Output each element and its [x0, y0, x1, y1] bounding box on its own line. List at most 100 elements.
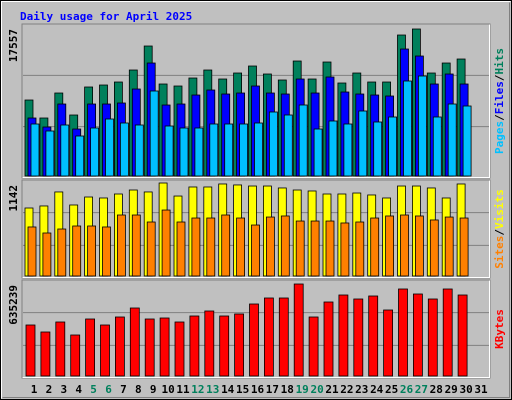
bar — [340, 222, 350, 277]
bar — [417, 75, 427, 177]
bar — [57, 228, 67, 277]
bar — [429, 219, 439, 277]
x-tick-label: 25 — [385, 383, 398, 396]
bar — [25, 324, 36, 377]
bar — [249, 303, 259, 377]
x-tick-label: 21 — [325, 383, 339, 396]
bar — [414, 215, 424, 277]
bar — [353, 298, 364, 377]
bar — [400, 214, 409, 277]
bar — [373, 121, 383, 177]
x-tick-label: 10 — [161, 383, 174, 396]
x-tick-label: 22 — [340, 383, 353, 396]
bar — [268, 111, 278, 177]
bar — [194, 127, 204, 177]
x-tick-label: 17 — [266, 383, 279, 396]
bar — [295, 220, 305, 277]
bar — [174, 321, 185, 377]
bar — [164, 125, 174, 177]
bar — [40, 331, 51, 377]
bar — [191, 217, 201, 277]
bar — [176, 221, 186, 277]
bar — [427, 298, 438, 377]
bar — [129, 307, 140, 377]
bar — [323, 301, 334, 377]
legend-entry: Visits — [493, 189, 506, 229]
bar — [432, 116, 442, 177]
bar — [42, 232, 52, 277]
bar — [189, 315, 200, 377]
x-tick-label: 9 — [150, 383, 157, 396]
bar — [75, 135, 85, 177]
bar — [85, 318, 95, 377]
x-tick-label: 4 — [75, 383, 82, 396]
x-tick-label: 13 — [206, 383, 219, 396]
x-tick-label: 3 — [60, 383, 67, 396]
bar — [370, 217, 380, 277]
panel-bevel — [22, 24, 490, 178]
x-tick-label: 5 — [90, 383, 97, 396]
bar — [388, 116, 398, 177]
bar — [383, 309, 394, 377]
bar — [358, 110, 368, 177]
bar — [161, 209, 171, 277]
x-tick-label: 23 — [355, 383, 368, 396]
bar — [72, 225, 82, 277]
bar — [280, 215, 290, 277]
x-tick-label: 24 — [370, 383, 384, 396]
legend: KBytes — [493, 309, 506, 349]
legend-entry: Sites — [493, 236, 506, 269]
bar — [313, 128, 323, 177]
x-tick-label: 26 — [400, 383, 414, 396]
x-tick-label: 12 — [191, 383, 204, 396]
x-tick-label: 11 — [176, 383, 190, 396]
x-tick-label: 28 — [430, 383, 443, 396]
bar — [117, 214, 126, 277]
y-tick-label: 1142 — [7, 185, 20, 212]
bar — [298, 104, 308, 177]
bar — [115, 316, 125, 377]
bar — [134, 124, 144, 177]
x-tick-label: 16 — [251, 383, 265, 396]
legend-entry: Pages — [493, 121, 506, 154]
legend-entry: Files — [493, 81, 506, 114]
x-tick-label: 15 — [236, 383, 249, 396]
bar — [30, 123, 40, 177]
x-tick-label: 31 — [474, 383, 488, 396]
x-tick-label: 29 — [445, 383, 458, 396]
x-tick-label: 8 — [135, 383, 142, 396]
legend-separator: / — [493, 114, 506, 121]
panel-bevel — [22, 180, 490, 278]
legend-entry: KBytes — [493, 309, 506, 349]
x-tick-label: 27 — [415, 383, 428, 396]
bar — [131, 214, 141, 277]
bar — [457, 294, 468, 377]
bar — [308, 316, 319, 377]
bar — [239, 123, 249, 177]
x-tick-label: 2 — [46, 383, 53, 396]
bar — [55, 321, 66, 377]
bar — [45, 130, 55, 177]
bar — [224, 123, 234, 177]
bar — [144, 318, 155, 377]
bar — [251, 224, 260, 277]
x-tick-label: 14 — [221, 383, 235, 396]
x-tick-label: 7 — [120, 383, 127, 396]
bar — [355, 221, 365, 277]
bar — [179, 127, 189, 177]
bar — [412, 293, 423, 377]
bar — [403, 80, 412, 177]
bar — [234, 313, 245, 377]
chart-title: Daily usage for April 2025 — [20, 10, 192, 23]
bar — [328, 120, 338, 177]
legend-entry: Hits — [493, 48, 506, 75]
bar — [325, 220, 335, 277]
bar — [60, 124, 70, 177]
x-tick-label: 1 — [31, 383, 38, 396]
legend-separator: / — [493, 229, 506, 236]
bar — [27, 226, 37, 277]
bar — [206, 217, 216, 277]
